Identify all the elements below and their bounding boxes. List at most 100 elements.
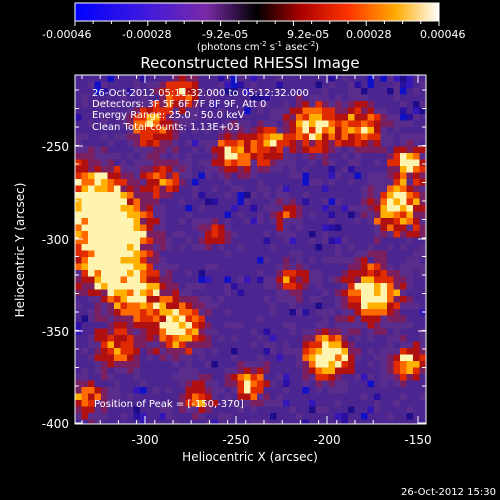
- image-pixel: [257, 276, 265, 284]
- image-pixel: [322, 400, 330, 408]
- image-pixel: [192, 172, 200, 180]
- image-pixel: [81, 387, 89, 395]
- image-pixel: [107, 413, 115, 421]
- image-pixel: [198, 114, 206, 122]
- image-pixel: [94, 185, 102, 193]
- image-pixel: [94, 81, 102, 89]
- image-pixel: [276, 387, 284, 395]
- image-pixel: [361, 75, 369, 83]
- image-pixel: [283, 75, 291, 83]
- image-pixel: [185, 419, 193, 424]
- image-pixel: [419, 211, 426, 219]
- image-pixel: [406, 341, 414, 349]
- image-pixel: [159, 315, 167, 323]
- image-pixel: [367, 185, 375, 193]
- image-pixel: [348, 361, 356, 369]
- image-pixel: [413, 120, 421, 128]
- image-pixel: [101, 133, 109, 141]
- image-pixel: [400, 133, 408, 141]
- image-pixel: [302, 218, 310, 226]
- image-pixel: [276, 380, 284, 388]
- image-pixel: [328, 192, 336, 200]
- image-pixel: [192, 335, 200, 343]
- image-pixel: [322, 114, 330, 122]
- image-pixel: [322, 198, 330, 206]
- image-pixel: [315, 224, 323, 232]
- image-pixel: [120, 296, 128, 304]
- image-pixel: [263, 348, 271, 356]
- image-pixel: [172, 283, 180, 291]
- image-pixel: [133, 231, 141, 239]
- image-pixel: [153, 413, 161, 421]
- image-pixel: [335, 283, 343, 291]
- image-pixel: [374, 192, 382, 200]
- image-pixel: [172, 374, 180, 382]
- image-pixel: [348, 270, 356, 278]
- image-pixel: [296, 94, 304, 102]
- image-pixel: [419, 361, 426, 369]
- colorbar-tick-1: -0.00028: [122, 28, 171, 41]
- image-pixel: [302, 374, 310, 382]
- image-pixel: [380, 146, 388, 154]
- image-pixel: [419, 107, 426, 115]
- image-pixel: [270, 159, 278, 167]
- image-pixel: [341, 133, 349, 141]
- image-pixel: [283, 192, 291, 200]
- image-pixel: [185, 387, 193, 395]
- image-pixel: [81, 166, 89, 174]
- image-pixel: [380, 101, 388, 109]
- image-pixel: [218, 140, 226, 148]
- image-pixel: [231, 153, 239, 161]
- image-pixel: [166, 250, 174, 258]
- image-pixel: [348, 166, 356, 174]
- image-pixel: [159, 172, 167, 180]
- image-pixel: [309, 146, 317, 154]
- image-pixel: [211, 250, 219, 258]
- image-pixel: [107, 218, 115, 226]
- image-pixel: [354, 361, 362, 369]
- image-pixel: [140, 335, 148, 343]
- image-pixel: [283, 120, 291, 128]
- image-pixel: [133, 270, 141, 278]
- image-pixel: [289, 244, 297, 252]
- image-pixel: [127, 413, 135, 421]
- image-pixel: [380, 127, 388, 135]
- image-pixel: [159, 413, 167, 421]
- image-pixel: [270, 244, 278, 252]
- image-pixel: [302, 270, 310, 278]
- image-pixel: [166, 244, 174, 252]
- image-pixel: [413, 140, 421, 148]
- image-pixel: [406, 315, 414, 323]
- image-pixel: [257, 419, 265, 424]
- image-pixel: [387, 302, 395, 310]
- image-pixel: [328, 244, 336, 252]
- image-pixel: [393, 276, 401, 284]
- image-pixel: [335, 250, 343, 258]
- image-pixel: [185, 146, 193, 154]
- image-pixel: [127, 393, 135, 401]
- image-pixel: [400, 335, 408, 343]
- plot-title: Reconstructed RHESSI Image: [140, 54, 359, 72]
- image-pixel: [341, 374, 349, 382]
- image-pixel: [393, 185, 401, 193]
- image-pixel: [192, 94, 200, 102]
- image-pixel: [387, 322, 395, 330]
- image-pixel: [270, 393, 278, 401]
- image-pixel: [315, 244, 323, 252]
- info-line-2: Energy Range: 25.0 - 50.0 keV: [92, 110, 245, 121]
- image-pixel: [133, 218, 141, 226]
- image-pixel: [315, 289, 323, 297]
- image-pixel: [146, 250, 154, 258]
- image-pixel: [263, 101, 271, 109]
- image-pixel: [244, 335, 252, 343]
- image-pixel: [393, 81, 401, 89]
- image-pixel: [244, 387, 252, 395]
- image-pixel: [231, 127, 239, 135]
- image-pixel: [192, 250, 200, 258]
- image-pixel: [205, 335, 213, 343]
- image-pixel: [283, 218, 291, 226]
- image-pixel: [198, 224, 206, 232]
- image-pixel: [198, 283, 206, 291]
- image-pixel: [146, 179, 154, 187]
- image-pixel: [348, 88, 356, 96]
